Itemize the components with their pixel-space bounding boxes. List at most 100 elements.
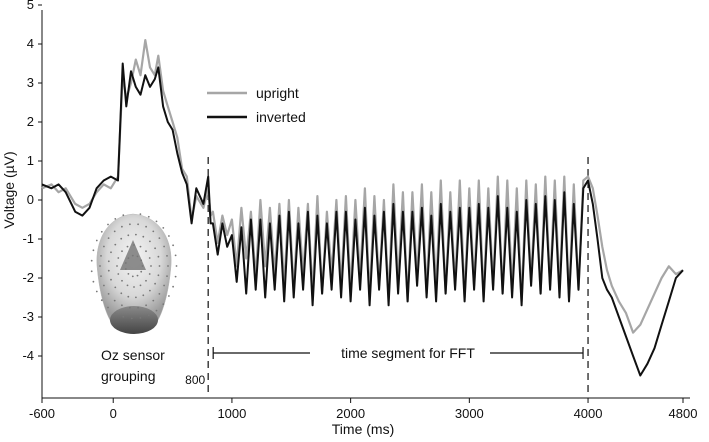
electrode-dot xyxy=(114,286,117,289)
y-tick-label: 0 xyxy=(27,192,34,207)
electrode-dot xyxy=(140,270,143,273)
electrode-dot xyxy=(140,259,143,262)
electrode-dot xyxy=(152,299,155,302)
electrode-dot xyxy=(107,223,109,226)
y-tick-label: 1 xyxy=(27,153,34,168)
electrode-dot xyxy=(142,294,145,297)
electrode-dot xyxy=(145,304,148,307)
electrode-dot xyxy=(174,275,177,278)
x-tick-label: 2000 xyxy=(336,406,365,421)
electrode-dot xyxy=(110,251,112,254)
electrode-dot xyxy=(149,289,151,292)
y-tick-label: -2 xyxy=(22,270,34,285)
electrode-dot xyxy=(113,299,116,302)
electrode-dot xyxy=(95,290,98,293)
electrode-dot xyxy=(174,254,177,257)
electrode-dot xyxy=(126,245,129,248)
electrode-dot xyxy=(163,284,166,287)
electrode-dot xyxy=(162,227,165,229)
y-tick-label: 4 xyxy=(27,36,34,51)
electrode-dot xyxy=(129,223,131,226)
electrode-dot xyxy=(145,250,147,253)
electrode-dot xyxy=(150,265,152,267)
electrode-dot xyxy=(100,299,103,302)
y-tick-label: 2 xyxy=(27,114,34,129)
electrode-dot xyxy=(135,296,137,299)
electrode-dot xyxy=(137,306,140,309)
electrode-dot xyxy=(121,304,123,307)
electrode-dot xyxy=(139,317,142,319)
electrode-dots xyxy=(90,213,178,320)
electrode-dot xyxy=(148,257,151,259)
electrode-dot xyxy=(124,268,127,270)
electrode-dot xyxy=(100,230,103,233)
electrode-dot xyxy=(139,284,142,287)
electrode-dot xyxy=(142,235,145,238)
electrode-dot xyxy=(168,235,170,237)
electrode-dot xyxy=(124,262,127,264)
electrode-dot xyxy=(154,247,157,250)
electrode-dot xyxy=(148,273,151,275)
fft-segment-label: time segment for FFT xyxy=(341,345,475,361)
electrode-dot xyxy=(126,284,129,287)
electrode-dot xyxy=(133,286,135,288)
electrode-dot xyxy=(107,237,110,240)
y-tick-label: -4 xyxy=(22,348,34,363)
electrode-dot xyxy=(110,278,112,281)
electrode-dot xyxy=(131,275,134,278)
electrode-dot xyxy=(127,234,130,237)
electrode-dot xyxy=(145,225,148,228)
electrode-dot xyxy=(127,273,130,275)
electrode-dot xyxy=(154,282,157,285)
electrode-dot xyxy=(155,309,158,312)
electrode-dot xyxy=(117,273,120,275)
electrode-dot xyxy=(152,230,155,233)
electrode-dot xyxy=(90,259,93,262)
electrode-dot xyxy=(116,265,118,267)
electrode-dot xyxy=(120,292,123,295)
inset-caption-line2: grouping xyxy=(101,368,156,384)
electrode-dot xyxy=(166,275,168,277)
electrode-dot xyxy=(121,250,123,253)
electrode-dot xyxy=(167,265,169,267)
electrode-dot xyxy=(175,265,178,267)
electrode-dot xyxy=(120,237,123,240)
oz-sensor-region xyxy=(110,306,158,334)
y-axis-title: Voltage (µV) xyxy=(1,151,17,228)
y-tick-label: -3 xyxy=(22,309,34,324)
electrode-dot xyxy=(100,275,102,277)
electrode-dot xyxy=(114,312,117,314)
electrode-dot xyxy=(99,265,101,267)
electrode-dot xyxy=(95,239,98,242)
electrode-dot xyxy=(130,317,133,320)
electrode-dot xyxy=(162,303,165,305)
electrode-dot xyxy=(166,255,168,257)
electrode-dot xyxy=(158,293,161,295)
electrode-dot xyxy=(149,240,151,243)
electrode-dot xyxy=(90,270,93,273)
electrode-dot xyxy=(107,306,109,309)
y-tick-label: 5 xyxy=(27,0,34,12)
series-line-inverted xyxy=(41,62,684,377)
electrode-dot xyxy=(107,260,110,263)
electrode-dot xyxy=(135,233,137,236)
electrode-dot xyxy=(158,237,161,240)
y-tick-label: -1 xyxy=(22,231,34,246)
head-sensor-inset xyxy=(90,213,178,334)
electrode-dot xyxy=(157,255,160,258)
legend-label-upright: upright xyxy=(256,85,299,101)
electrode-dot xyxy=(114,243,117,246)
electrode-dot xyxy=(113,230,116,233)
electrode-dot xyxy=(121,279,123,282)
x-tick-label: 3000 xyxy=(455,406,484,421)
legend: upright inverted xyxy=(207,85,306,125)
electrode-dot xyxy=(168,295,170,297)
electrode-dot xyxy=(127,257,130,259)
marker-label-800: 800 xyxy=(185,373,205,387)
electrode-dot xyxy=(158,265,161,267)
electrode-dot xyxy=(172,244,175,247)
electrode-dot xyxy=(103,284,105,287)
electrode-dot xyxy=(136,255,139,258)
x-tick-label: 4800 xyxy=(669,406,698,421)
